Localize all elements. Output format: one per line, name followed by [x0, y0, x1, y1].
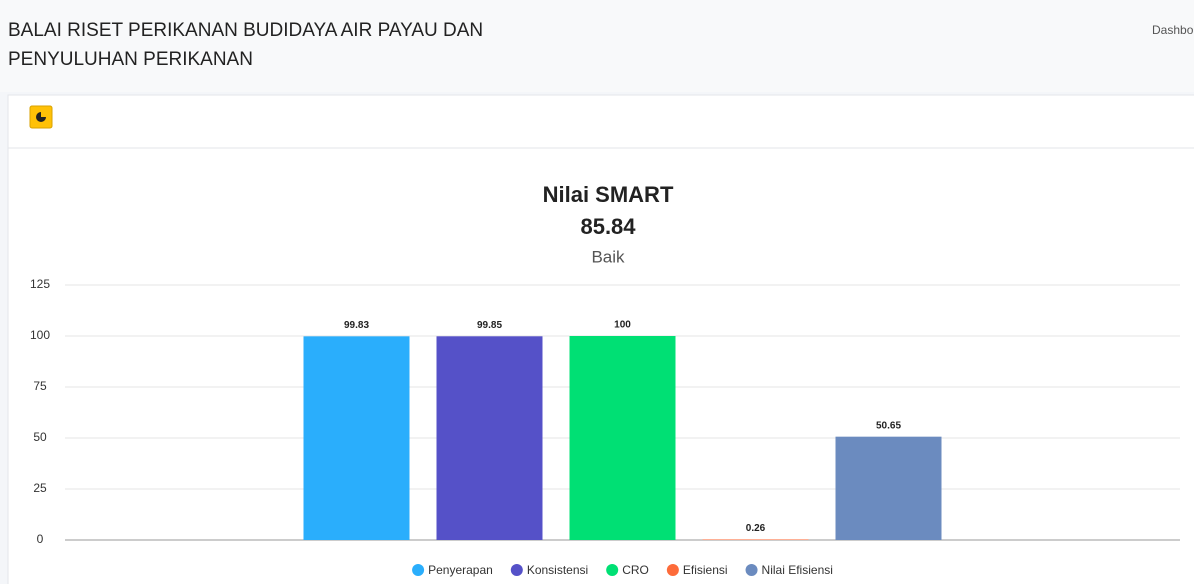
legend-marker [510, 564, 523, 576]
legend-marker [412, 564, 425, 576]
data-label: 99.85 [477, 320, 502, 331]
legend-label: Efisiensi [683, 563, 728, 577]
chart-title: Nilai SMART [543, 182, 674, 207]
legend-label: Penyerapan [428, 563, 493, 577]
legend-marker [666, 564, 679, 576]
page-title: BALAI RISET PERIKANAN BUDIDAYA AIR PAYAU… [8, 20, 483, 41]
chart-score: 85.84 [580, 214, 636, 239]
bar [436, 336, 543, 540]
data-label: 50.65 [876, 420, 901, 431]
header-bg [0, 0, 1194, 92]
legend-label: CRO [622, 563, 649, 577]
data-label: 100 [614, 320, 631, 331]
bar [835, 436, 942, 540]
nav-link[interactable]: Dashbo [1152, 23, 1194, 37]
bar [303, 336, 410, 540]
legend-label: Nilai Efisiensi [762, 563, 833, 577]
y-tick-label: 0 [37, 532, 44, 546]
bar [702, 539, 809, 540]
chart-icon-glyph [41, 111, 47, 117]
y-tick-label: 75 [33, 379, 47, 393]
y-tick-label: 25 [33, 481, 47, 495]
bar [569, 336, 676, 540]
page-title: PENYULUHAN PERIKANAN [8, 49, 253, 70]
y-tick-label: 100 [30, 328, 50, 342]
legend-marker [606, 564, 619, 576]
chart-caption: Baik [591, 247, 625, 266]
legend-label: Konsistensi [527, 563, 588, 577]
y-tick-label: 50 [33, 430, 47, 444]
data-label: 0.26 [746, 523, 766, 534]
legend-marker [745, 564, 758, 576]
data-label: 99.83 [344, 320, 369, 331]
y-tick-label: 125 [30, 277, 50, 291]
